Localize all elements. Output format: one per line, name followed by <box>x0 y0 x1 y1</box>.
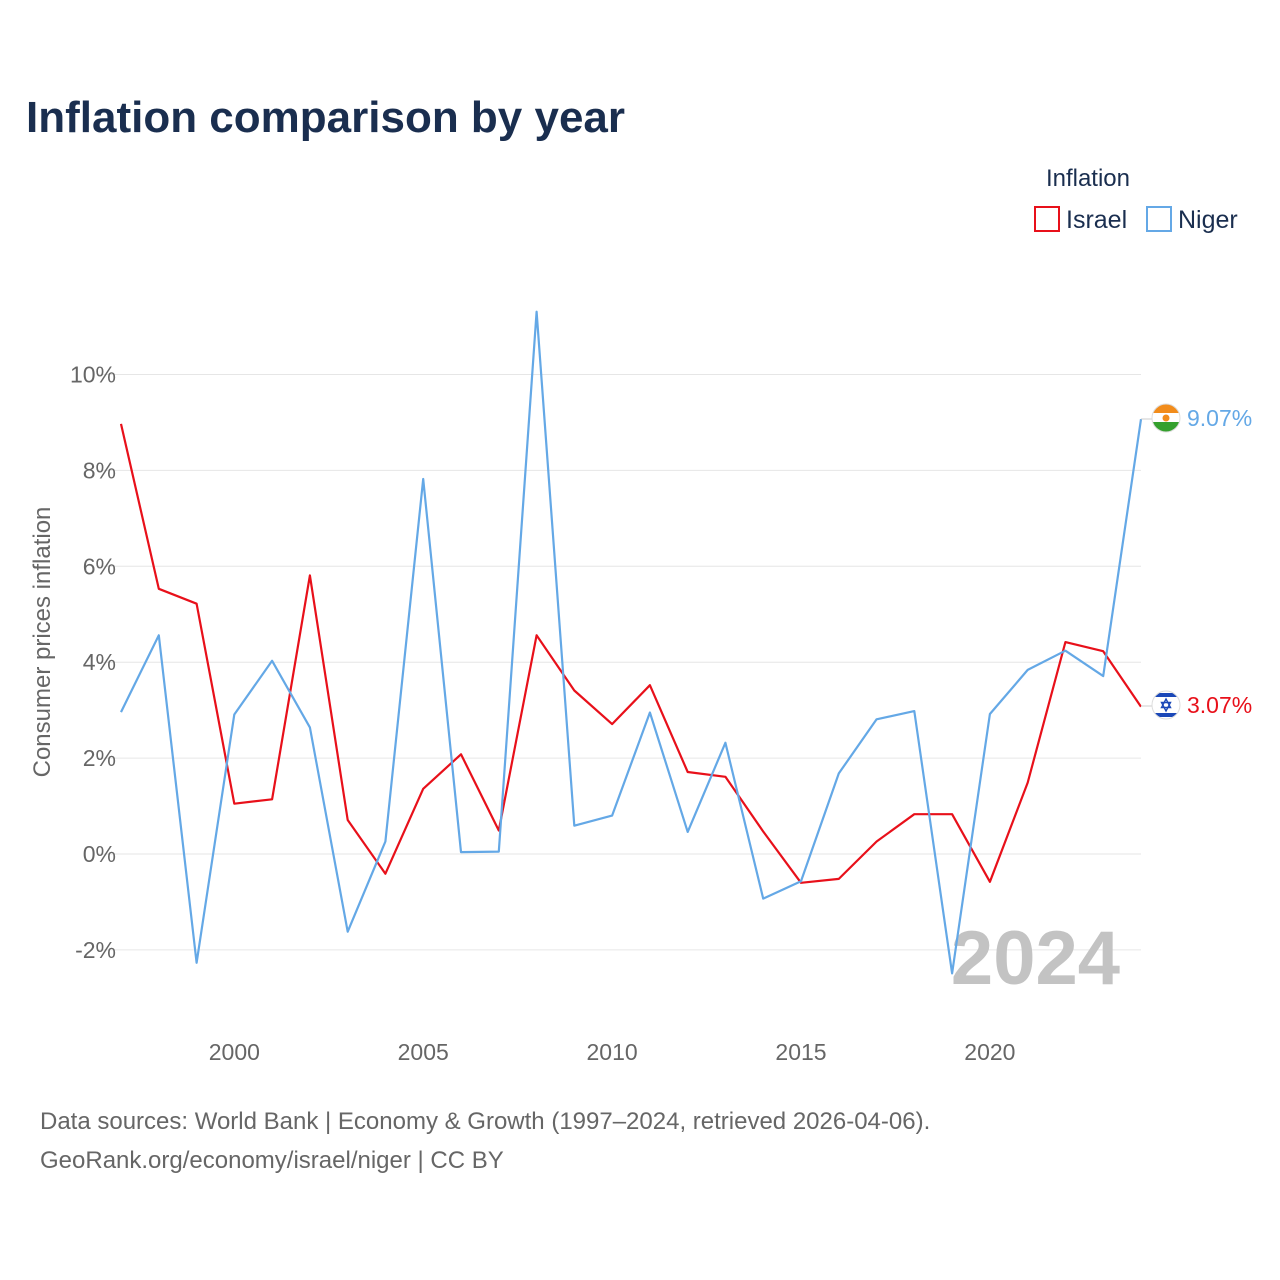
footer-attribution: GeoRank.org/economy/israel/niger | CC BY <box>40 1147 504 1174</box>
y-axis-label: Consumer prices inflation <box>29 507 56 778</box>
chart-title: Inflation comparison by year <box>26 93 625 142</box>
y-tick-label: 0% <box>83 841 116 867</box>
x-tick-label: 2005 <box>398 1039 449 1065</box>
series-lines <box>119 310 1143 975</box>
legend-swatch-niger <box>1146 206 1172 232</box>
legend-label-israel: Israel <box>1066 206 1127 234</box>
y-tick-label: 6% <box>83 553 116 579</box>
x-tick-label: 2015 <box>775 1039 826 1065</box>
x-axis-ticks: 2000 2005 2010 2015 2020 <box>209 1039 1016 1065</box>
x-tick-label: 2000 <box>209 1039 260 1065</box>
series-line-israel <box>119 423 1142 884</box>
israel-end-marker: 3.07% <box>1141 690 1252 720</box>
legend-label-niger: Niger <box>1178 206 1238 234</box>
y-tick-label: -2% <box>75 937 116 963</box>
footer-sources: Data sources: World Bank | Economy & Gro… <box>40 1108 931 1135</box>
gridlines <box>98 374 1141 951</box>
niger-flag-icon <box>1151 403 1181 433</box>
israel-flag-icon <box>1151 690 1181 720</box>
year-watermark: 2024 <box>951 916 1120 1001</box>
series-line-niger <box>120 310 1143 975</box>
niger-end-marker: 9.07% <box>1141 403 1252 433</box>
israel-end-label: 3.07% <box>1187 692 1252 718</box>
y-tick-label: 8% <box>83 457 116 483</box>
y-tick-label: 10% <box>70 362 116 388</box>
x-tick-label: 2010 <box>587 1039 638 1065</box>
niger-end-label: 9.07% <box>1187 405 1252 431</box>
y-axis-ticks: -2% 0% 2% 4% 6% 8% 10% <box>70 362 116 963</box>
y-tick-label: 4% <box>83 649 116 675</box>
y-tick-label: 2% <box>83 745 116 771</box>
legend: Inflation Israel Niger <box>1034 165 1238 234</box>
x-tick-label: 2020 <box>964 1039 1015 1065</box>
legend-title: Inflation <box>1046 165 1130 192</box>
legend-swatch-israel <box>1034 206 1060 232</box>
